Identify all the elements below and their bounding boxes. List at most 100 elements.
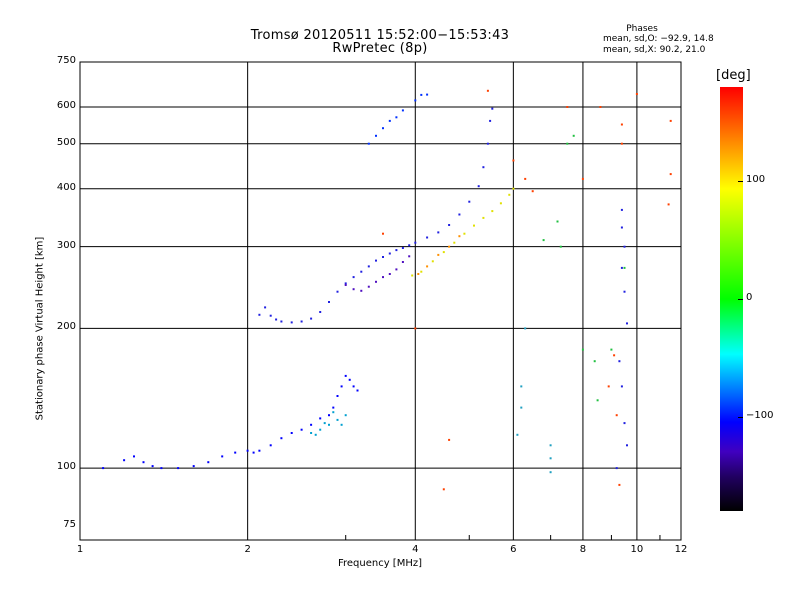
data-point — [520, 385, 523, 388]
data-point — [437, 231, 440, 234]
data-point — [336, 290, 339, 293]
data-point — [489, 119, 492, 122]
data-point — [360, 289, 363, 292]
data-point — [375, 280, 377, 283]
data-point — [618, 360, 621, 363]
data-point — [618, 483, 621, 486]
data-point — [482, 216, 485, 219]
data-point — [352, 385, 355, 388]
data-point — [382, 127, 384, 130]
data-point — [549, 471, 552, 474]
data-point — [332, 406, 335, 409]
data-point — [477, 185, 480, 188]
data-point — [486, 89, 489, 92]
data-point — [520, 406, 523, 409]
colorbar-tick-label: 0 — [746, 292, 753, 303]
data-point — [426, 265, 429, 268]
data-point — [290, 432, 293, 434]
data-point — [417, 273, 420, 275]
data-point — [512, 187, 515, 190]
data-point — [328, 414, 330, 417]
y-tick-label: 500 — [56, 136, 76, 148]
data-point — [382, 232, 384, 235]
data-point — [549, 457, 552, 460]
data-point — [486, 142, 489, 145]
data-point — [468, 200, 471, 203]
data-point — [414, 99, 417, 102]
data-point — [414, 241, 417, 244]
x-tick-label: 10 — [630, 544, 644, 555]
data-point — [593, 360, 596, 363]
data-point — [142, 461, 145, 464]
data-point — [395, 268, 398, 271]
data-point — [275, 318, 278, 321]
data-point — [319, 311, 322, 313]
data-point — [491, 107, 494, 110]
data-point — [375, 259, 377, 262]
data-point — [491, 210, 494, 213]
data-point — [448, 245, 451, 248]
data-point — [512, 159, 515, 162]
data-point — [566, 106, 569, 108]
data-point — [463, 232, 466, 235]
data-point — [607, 385, 610, 388]
data-point — [269, 444, 272, 447]
data-point — [340, 385, 343, 388]
colorbar-tick-label: −100 — [746, 409, 774, 421]
data-point — [388, 273, 391, 275]
data-point — [620, 266, 623, 269]
data-point — [499, 202, 502, 205]
y-tick-label: 100 — [56, 461, 76, 473]
data-point — [344, 374, 347, 377]
data-point — [531, 190, 534, 193]
data-point — [556, 220, 559, 223]
data-point — [581, 348, 584, 351]
y-tick-label: 750 — [56, 55, 76, 66]
data-point — [252, 451, 255, 454]
data-point — [426, 93, 429, 96]
data-point — [623, 422, 626, 425]
data-point — [344, 282, 347, 285]
data-point — [599, 106, 602, 108]
data-point — [300, 428, 303, 431]
data-point — [290, 321, 293, 324]
phases-x-stats: mean, sd,X: 90.2, 21.0 — [603, 45, 706, 55]
colorbar-tick-mark — [738, 181, 743, 183]
data-point — [669, 173, 672, 176]
data-point — [542, 239, 545, 242]
data-point — [367, 265, 370, 268]
data-point — [401, 109, 404, 112]
data-point — [442, 488, 445, 491]
data-point — [367, 285, 370, 288]
y-tick-label: 400 — [56, 181, 76, 193]
data-point — [258, 313, 261, 316]
plot-frame — [79, 61, 682, 541]
data-point — [323, 422, 326, 425]
y-tick-label: 75 — [63, 519, 76, 531]
data-point — [356, 389, 359, 392]
data-point — [620, 142, 623, 145]
colorbar-tick-label: 100 — [746, 174, 766, 186]
data-point — [332, 411, 335, 414]
data-point — [581, 177, 584, 180]
data-point — [336, 418, 339, 421]
x-tick-label: 6 — [510, 544, 517, 555]
x-tick-label: 4 — [412, 544, 419, 555]
data-point — [411, 274, 414, 277]
data-point — [572, 134, 575, 137]
data-point — [566, 142, 569, 145]
data-point — [388, 252, 391, 255]
data-point — [667, 203, 670, 206]
data-point — [669, 119, 672, 122]
data-point — [234, 451, 237, 454]
x-axis-label: Frequency [MHz] — [337, 558, 423, 569]
data-point — [382, 256, 384, 258]
data-point — [420, 270, 423, 273]
data-point — [344, 284, 347, 286]
data-point — [328, 301, 330, 303]
data-point — [340, 423, 343, 426]
data-point — [352, 276, 355, 279]
data-point — [524, 327, 527, 330]
data-point — [280, 320, 283, 323]
data-point — [221, 455, 224, 458]
